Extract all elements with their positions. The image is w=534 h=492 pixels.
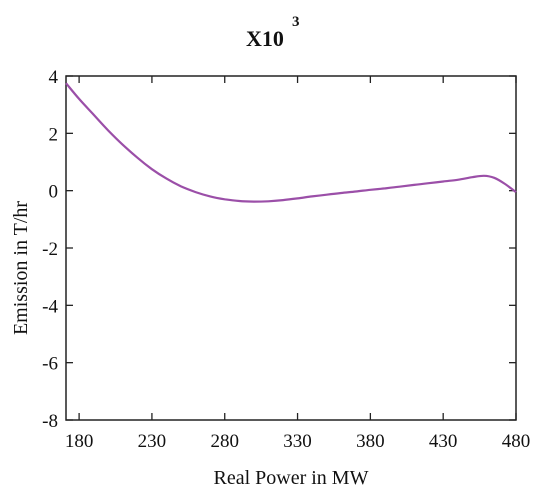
- y-tick-label: 2: [49, 124, 59, 145]
- scale-multiplier: X10 3: [246, 14, 300, 51]
- y-tick-label: 4: [49, 67, 59, 88]
- x-tick-labels: 180 230 280 330 380 430 480: [65, 431, 530, 452]
- x-axis-label: Real Power in MW: [214, 467, 369, 489]
- x-tick-label: 430: [429, 431, 458, 452]
- y-tick-label: -4: [42, 296, 58, 317]
- y-tick-label: -8: [42, 411, 58, 432]
- axis-ticks: [66, 75, 517, 421]
- x-tick-label: 180: [65, 431, 94, 452]
- y-axis-label: Emission in T/hr: [10, 201, 32, 335]
- plot-frame: [65, 75, 517, 421]
- x-tick-label: 480: [502, 431, 531, 452]
- y-tick-labels: 4 2 0 -2 -4 -6 -8: [42, 67, 58, 432]
- scale-multiplier-base: X10: [246, 26, 284, 51]
- x-tick-label: 230: [138, 431, 167, 452]
- y-tick-label: -6: [42, 354, 58, 375]
- y-tick-label: 0: [49, 182, 59, 203]
- x-tick-label: 380: [356, 431, 385, 452]
- x-tick-label: 330: [283, 431, 312, 452]
- x-tick-label: 280: [210, 431, 239, 452]
- y-tick-label: -2: [42, 239, 58, 260]
- series-line: [65, 82, 517, 203]
- scale-multiplier-exponent: 3: [292, 14, 300, 30]
